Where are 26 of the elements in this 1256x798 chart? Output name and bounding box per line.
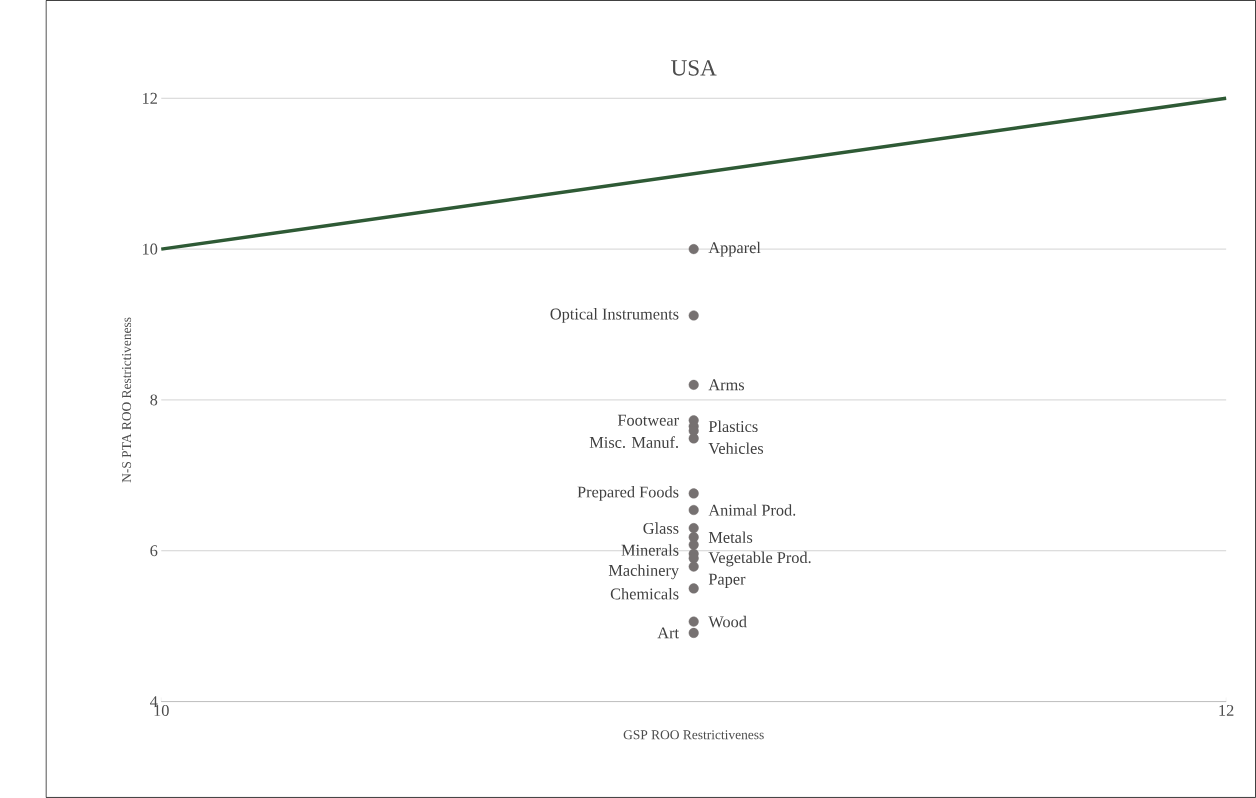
series-label: Misc. Manuf. (589, 436, 678, 449)
series-label: Prepared Foods (577, 486, 679, 501)
series-label: Animal Prod. (708, 504, 796, 516)
series-label: Minerals (621, 544, 679, 556)
y-tick-label: 8 (150, 394, 158, 406)
series-label: Optical Instruments (550, 308, 679, 323)
series-label: Apparel (708, 241, 761, 257)
y-axis-title: N-S PTA ROO Restrictiveness (122, 317, 132, 483)
chart-title: USA (671, 60, 717, 76)
series-label: Wood (708, 615, 747, 628)
series-label: Metals (708, 531, 753, 543)
series-label: Plastics (708, 420, 758, 433)
x-axis-title: GSP ROO Restrictiveness (623, 730, 764, 740)
y-tick-label: 4 (150, 696, 158, 707)
y-tick-label: 10 (142, 243, 158, 255)
series-label: Art (657, 627, 679, 639)
series-label: Vehicles (708, 442, 764, 454)
y-tick-label: 12 (142, 92, 157, 104)
series-label: Paper (708, 573, 746, 589)
series-label: Footwear (617, 414, 679, 426)
series-label: Vegetable Prod. (708, 551, 811, 567)
series-label: Machinery (608, 564, 679, 580)
series-label: Chemicals (610, 588, 679, 600)
series-label: Glass (643, 522, 679, 534)
series-label: Arms (708, 379, 745, 391)
y-tick-label: 6 (150, 545, 158, 557)
